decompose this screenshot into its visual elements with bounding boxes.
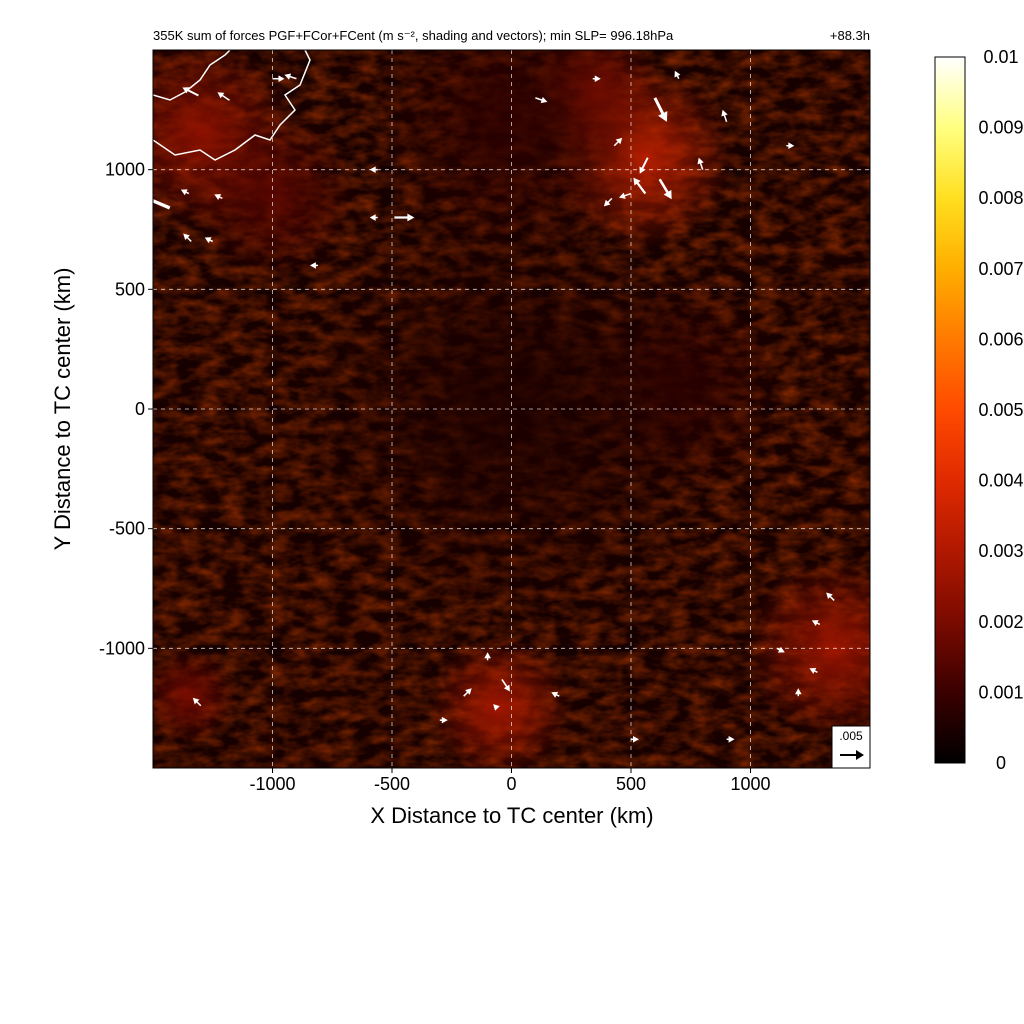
coastline bbox=[153, 50, 311, 161]
force-vector bbox=[214, 194, 223, 201]
force-vector bbox=[463, 688, 472, 697]
force-vector bbox=[309, 262, 318, 269]
colorbar-tick-label: 0.009 bbox=[978, 118, 1023, 138]
force-vector bbox=[811, 620, 821, 627]
x-tick-label: 1000 bbox=[730, 774, 770, 794]
colorbar-tick-label: 0.003 bbox=[978, 541, 1023, 561]
colorbar bbox=[934, 56, 966, 764]
force-vector bbox=[603, 197, 613, 207]
colorbar-tick-label: 0 bbox=[996, 753, 1006, 773]
force-vector bbox=[809, 667, 818, 674]
force-vector bbox=[697, 157, 704, 170]
force-vector bbox=[639, 157, 649, 174]
y-tick-label: 1000 bbox=[105, 160, 145, 180]
colorbar-tick-label: 0.002 bbox=[978, 612, 1023, 632]
force-vector bbox=[674, 70, 681, 80]
colorbar-tick-label: 0.007 bbox=[978, 259, 1023, 279]
y-axis: -1000 -500 0 500 1000 bbox=[99, 160, 153, 658]
force-vector bbox=[786, 142, 795, 150]
force-vector bbox=[633, 177, 647, 195]
y-tick-label: -500 bbox=[109, 519, 145, 539]
force-vector bbox=[653, 97, 668, 122]
force-vector bbox=[551, 691, 560, 698]
force-vector bbox=[182, 87, 199, 97]
reference-vector-frame bbox=[831, 725, 870, 768]
y-tick-label: -1000 bbox=[99, 638, 145, 658]
force-vector bbox=[592, 75, 601, 83]
shading-hotspot bbox=[296, 193, 727, 625]
reference-vector-label: .005 bbox=[839, 729, 863, 743]
x-tick-label: -500 bbox=[374, 774, 410, 794]
force-vector bbox=[183, 233, 192, 242]
force-vector bbox=[369, 214, 378, 221]
force-vector bbox=[535, 96, 548, 104]
shading-hotspot bbox=[153, 648, 237, 745]
force-vector bbox=[613, 137, 623, 147]
force-vector bbox=[726, 735, 735, 743]
force-vector bbox=[795, 688, 802, 697]
colorbar-ticks: 0 0.001 0.002 0.003 0.004 0.005 0.006 0.007 0.00… bbox=[978, 47, 1023, 773]
force-vector bbox=[217, 92, 230, 101]
force-vector bbox=[721, 109, 728, 123]
force-vector bbox=[484, 652, 491, 661]
colorbar-tick-label: 0.004 bbox=[978, 471, 1023, 491]
coastline-path bbox=[153, 50, 311, 161]
force-vector bbox=[192, 697, 202, 707]
force-vector bbox=[439, 716, 448, 724]
reference-vector-head bbox=[856, 750, 864, 760]
force-vector bbox=[493, 704, 500, 711]
force-vectors bbox=[153, 70, 835, 743]
force-vector bbox=[658, 178, 672, 200]
force-vector bbox=[619, 192, 632, 199]
colorbar-tick-label: 0.008 bbox=[978, 188, 1023, 208]
force-vector bbox=[394, 213, 415, 222]
colorbar-tick-label: 0.001 bbox=[978, 682, 1023, 702]
shading-hotspot bbox=[427, 636, 572, 768]
force-vector bbox=[826, 592, 835, 601]
x-tick-label: -1000 bbox=[249, 774, 295, 794]
x-tick-label: 0 bbox=[506, 774, 516, 794]
colorbar-tick-label: 0.01 bbox=[983, 47, 1018, 67]
force-vector bbox=[204, 237, 214, 244]
y-tick-label: 500 bbox=[115, 279, 145, 299]
x-axis-label: X Distance to TC center (km) bbox=[370, 803, 653, 828]
colorbar-tick-label: 0.005 bbox=[978, 400, 1023, 420]
force-vector bbox=[272, 75, 285, 83]
chart-title: 355K sum of forces PGF+FCor+FCent (m s⁻²… bbox=[153, 28, 674, 43]
coastline-path bbox=[153, 50, 231, 101]
force-vector bbox=[369, 166, 378, 173]
x-tick-label: 500 bbox=[616, 774, 646, 794]
time-label: +88.3h bbox=[830, 28, 870, 43]
y-tick-label: 0 bbox=[135, 399, 145, 419]
y-axis-label: Y Distance to TC center (km) bbox=[50, 268, 75, 551]
x-axis: -1000 -500 0 500 1000 bbox=[249, 768, 771, 794]
shading-hotspot bbox=[743, 557, 870, 740]
plot-area: .005 bbox=[153, 50, 870, 768]
reference-vector-box: .005 bbox=[831, 725, 870, 768]
force-vector bbox=[284, 73, 297, 80]
force-vector bbox=[501, 679, 510, 692]
colorbar-tick-label: 0.006 bbox=[978, 329, 1023, 349]
force-vector bbox=[631, 735, 639, 743]
force-vector bbox=[180, 189, 190, 196]
force-vector bbox=[776, 646, 785, 653]
